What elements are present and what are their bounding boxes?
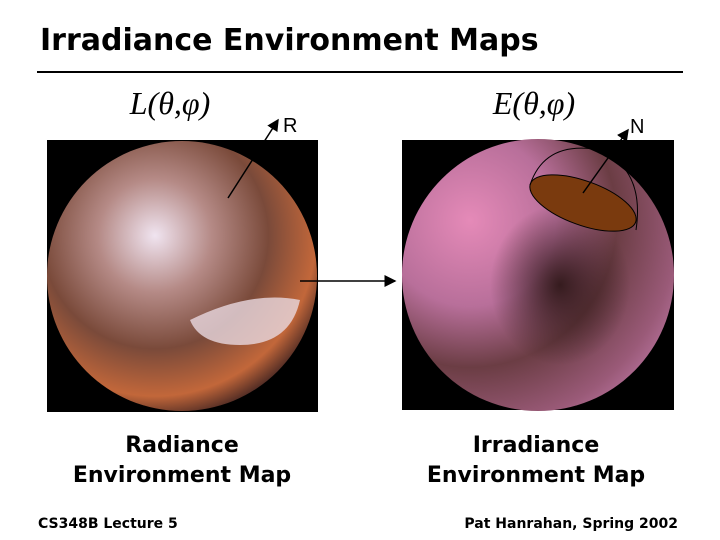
irradiance-caption: Irradiance [473,433,600,458]
irradiance-caption: Environment Map [427,463,645,488]
hemisphere-dome [529,147,638,231]
radiance-caption: Environment Map [73,463,291,488]
title: Irradiance Environment Maps [40,23,539,58]
radiance-caption: Radiance [125,433,239,458]
dark-region [490,205,630,365]
footer-left: CS348B Lecture 5 [38,516,178,532]
n-vector [582,128,629,194]
reflection [190,297,300,345]
r-label: R [283,115,297,137]
n-label: N [630,116,644,138]
radiance-formula: L(θ,φ) [129,85,211,121]
irradiance-formula: E(θ,φ) [492,85,575,121]
radiance-sphere [47,141,317,411]
r-vector [227,118,279,199]
footer-right: Pat Hanrahan, Spring 2002 [464,516,678,532]
